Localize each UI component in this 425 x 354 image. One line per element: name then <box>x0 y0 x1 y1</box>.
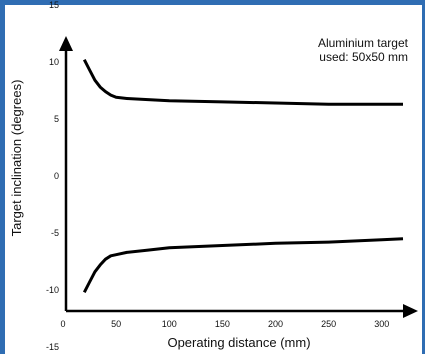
x-tick-label: 50 <box>111 319 121 329</box>
series-group <box>82 59 404 293</box>
y-tick-label: -10 <box>46 285 59 295</box>
y-tick-labels: 15 10 5 0 -5 -10 -15 <box>46 0 59 352</box>
y-tick-label: -15 <box>46 342 59 352</box>
y-tick-label: 5 <box>54 114 59 124</box>
x-tick-label: 300 <box>374 319 389 329</box>
y-tick-label: 0 <box>54 171 59 181</box>
x-tick-labels: 0 50 100 150 200 250 300 <box>60 319 389 329</box>
y-axis-label: Target inclination (degrees) <box>9 80 24 237</box>
annotation-line-2: used: 50x50 mm <box>319 50 408 64</box>
series-line-1 <box>82 59 403 106</box>
x-tick-label: 100 <box>162 319 177 329</box>
x-tick-label: 200 <box>268 319 283 329</box>
x-axis-label: Operating distance (mm) <box>167 335 310 350</box>
series-line-2 <box>82 237 404 293</box>
annotation-line-1: Aluminium target <box>318 36 409 50</box>
x-tick-label: 150 <box>215 319 230 329</box>
x-tick-label: 0 <box>60 319 65 329</box>
x-tick-label: 250 <box>321 319 336 329</box>
y-tick-label: 15 <box>49 0 59 10</box>
y-axis-arrow <box>59 36 73 51</box>
y-tick-label: -5 <box>51 228 59 238</box>
x-axis-arrow <box>403 304 418 318</box>
y-tick-label: 10 <box>49 57 59 67</box>
